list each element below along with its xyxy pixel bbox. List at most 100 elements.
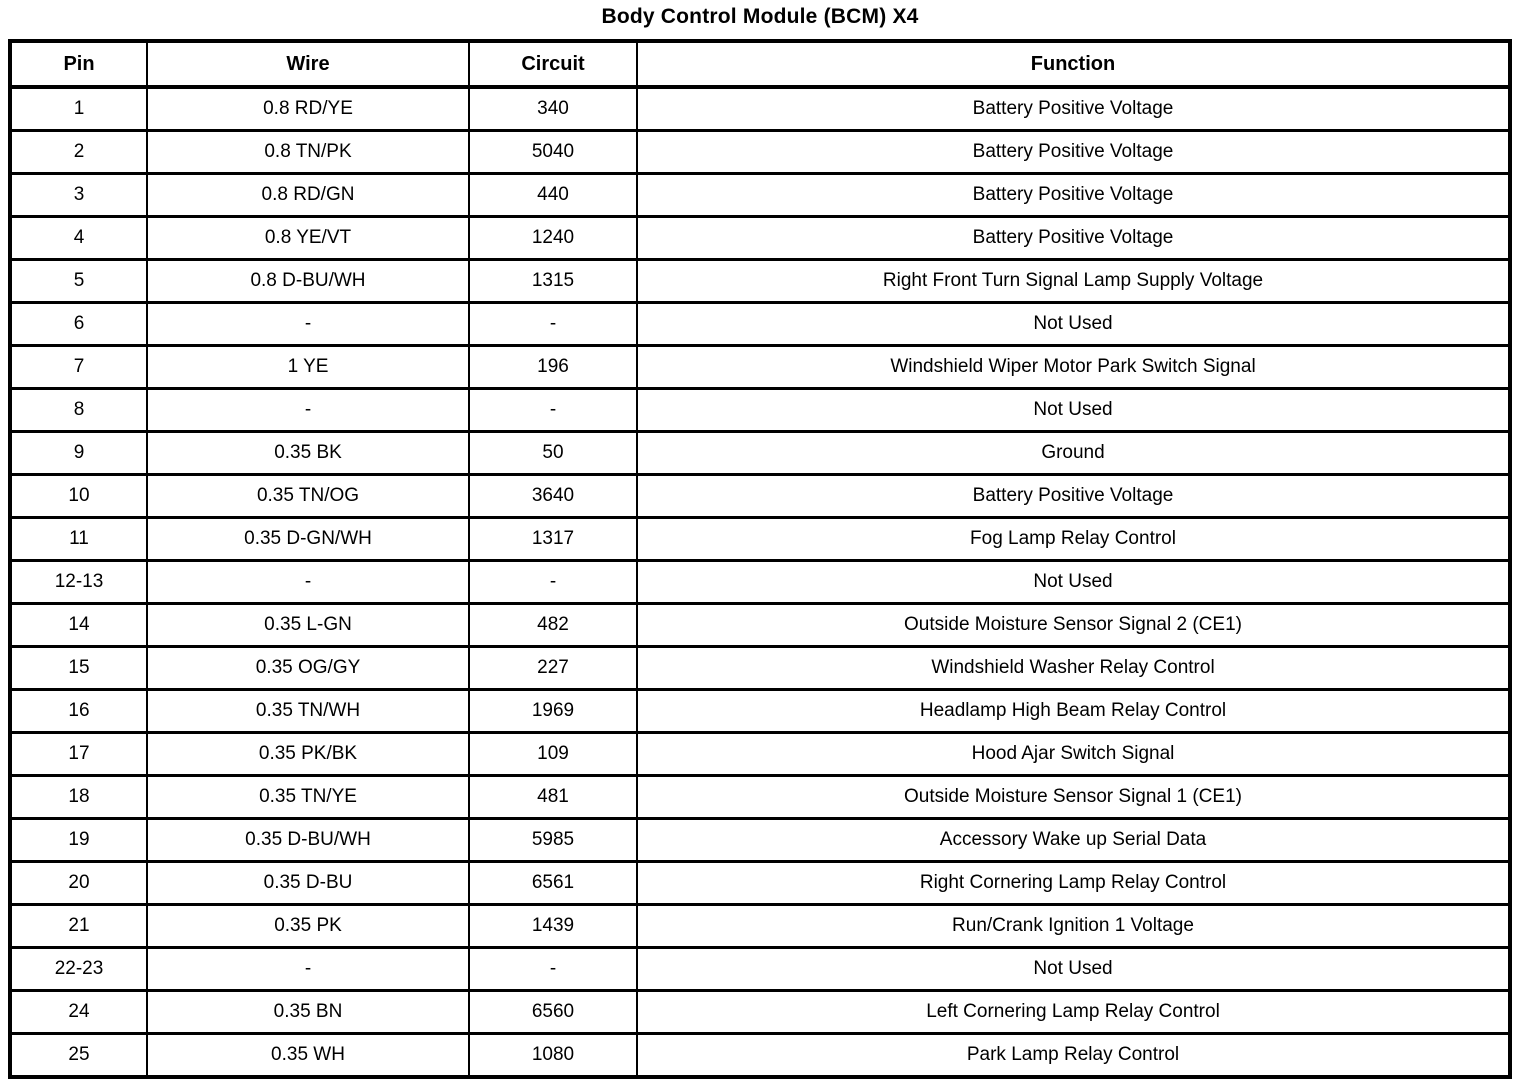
table-header: Pin Wire Circuit Function: [9, 39, 1511, 89]
table-row: 3 0.8 RD/GN 440 Battery Positive Voltage: [9, 172, 1511, 218]
cell-function: Right Front Turn Signal Lamp Supply Volt…: [636, 258, 1511, 304]
cell-circuit: 6561: [468, 860, 638, 906]
cell-wire: -: [146, 946, 470, 992]
cell-circuit: 440: [468, 172, 638, 218]
cell-function: Headlamp High Beam Relay Control: [636, 688, 1511, 734]
cell-wire: 1 YE: [146, 344, 470, 390]
cell-function: Battery Positive Voltage: [636, 215, 1511, 261]
cell-circuit: 1080: [468, 1032, 638, 1079]
cell-pin: 8: [9, 387, 148, 433]
cell-wire: -: [146, 559, 470, 605]
table-row: 4 0.8 YE/VT 1240 Battery Positive Voltage: [9, 215, 1511, 261]
cell-wire: 0.35 D-GN/WH: [146, 516, 470, 562]
cell-circuit: -: [468, 559, 638, 605]
cell-circuit: 227: [468, 645, 638, 691]
table-row: 5 0.8 D-BU/WH 1315 Right Front Turn Signal …: [9, 258, 1511, 304]
cell-wire: 0.8 YE/VT: [146, 215, 470, 261]
table-row: 17 0.35 PK/BK 109 Hood Ajar Switch Signal: [9, 731, 1511, 777]
cell-circuit: 1969: [468, 688, 638, 734]
cell-function: Run/Crank Ignition 1 Voltage: [636, 903, 1511, 949]
cell-wire: 0.35 PK/BK: [146, 731, 470, 777]
cell-wire: 0.35 OG/GY: [146, 645, 470, 691]
table-row: 14 0.35 L-GN 482 Outside Moisture Sensor Si…: [9, 602, 1511, 648]
cell-wire: 0.8 RD/YE: [146, 85, 470, 132]
table-row: 2 0.8 TN/PK 5040 Battery Positive Voltage: [9, 129, 1511, 175]
cell-circuit: 482: [468, 602, 638, 648]
cell-pin: 14: [9, 602, 148, 648]
cell-wire: 0.35 TN/WH: [146, 688, 470, 734]
cell-pin: 15: [9, 645, 148, 691]
table-body: 1 0.8 RD/YE 340 Battery Positive Voltage 2 0.…: [9, 85, 1511, 1079]
cell-function: Left Cornering Lamp Relay Control: [636, 989, 1511, 1035]
cell-wire: 0.35 TN/YE: [146, 774, 470, 820]
cell-circuit: 50: [468, 430, 638, 476]
cell-wire: 0.8 RD/GN: [146, 172, 470, 218]
cell-wire: -: [146, 387, 470, 433]
cell-wire: 0.35 D-BU: [146, 860, 470, 906]
cell-function: Not Used: [636, 559, 1511, 605]
cell-function: Fog Lamp Relay Control: [636, 516, 1511, 562]
cell-circuit: 340: [468, 85, 638, 132]
cell-wire: 0.8 TN/PK: [146, 129, 470, 175]
cell-wire: 0.35 BN: [146, 989, 470, 1035]
cell-function: Windshield Washer Relay Control: [636, 645, 1511, 691]
table-row: 25 0.35 WH 1080 Park Lamp Relay Control: [9, 1032, 1511, 1079]
cell-wire: 0.35 D-BU/WH: [146, 817, 470, 863]
table-row: 1 0.8 RD/YE 340 Battery Positive Voltage: [9, 85, 1511, 132]
column-header-pin: Pin: [9, 39, 148, 89]
cell-function: Not Used: [636, 301, 1511, 347]
cell-circuit: 109: [468, 731, 638, 777]
cell-circuit: 5040: [468, 129, 638, 175]
cell-circuit: 196: [468, 344, 638, 390]
table-row: 24 0.35 BN 6560 Left Cornering Lamp Relay C…: [9, 989, 1511, 1035]
cell-pin: 16: [9, 688, 148, 734]
cell-function: Right Cornering Lamp Relay Control: [636, 860, 1511, 906]
cell-function: Outside Moisture Sensor Signal 2 (CE1): [636, 602, 1511, 648]
table-row: 18 0.35 TN/YE 481 Outside Moisture Sensor S…: [9, 774, 1511, 820]
cell-function: Park Lamp Relay Control: [636, 1032, 1511, 1079]
cell-pin: 12-13: [9, 559, 148, 605]
table-row: 10 0.35 TN/OG 3640 Battery Positive Voltage: [9, 473, 1511, 519]
table-row: 22-23- - Not Used: [9, 946, 1511, 992]
cell-function: Battery Positive Voltage: [636, 473, 1511, 519]
cell-pin: 19: [9, 817, 148, 863]
cell-wire: 0.35 TN/OG: [146, 473, 470, 519]
header-row: Pin Wire Circuit Function: [9, 39, 1511, 89]
cell-circuit: -: [468, 387, 638, 433]
cell-pin: 9: [9, 430, 148, 476]
cell-function: Not Used: [636, 946, 1511, 992]
cell-pin: 22-23: [9, 946, 148, 992]
cell-pin: 20: [9, 860, 148, 906]
table-row: 15 0.35 OG/GY 227 Windshield Washer Relay C…: [9, 645, 1511, 691]
cell-pin: 24: [9, 989, 148, 1035]
cell-pin: 7: [9, 344, 148, 390]
cell-circuit: 481: [468, 774, 638, 820]
cell-function: Battery Positive Voltage: [636, 85, 1511, 132]
cell-pin: 17: [9, 731, 148, 777]
cell-function: Battery Positive Voltage: [636, 129, 1511, 175]
cell-circuit: 1315: [468, 258, 638, 304]
table-row: 11 0.35 D-GN/WH 1317 Fog Lamp Relay Control: [9, 516, 1511, 562]
cell-circuit: -: [468, 946, 638, 992]
table-row: 19 0.35 D-BU/WH 5985 Accessory Wake up Seri…: [9, 817, 1511, 863]
cell-pin: 18: [9, 774, 148, 820]
cell-function: Hood Ajar Switch Signal: [636, 731, 1511, 777]
cell-pin: 1: [9, 85, 148, 132]
table-row: 21 0.35 PK 1439 Run/Crank Ignition 1 Voltag…: [9, 903, 1511, 949]
cell-wire: 0.35 BK: [146, 430, 470, 476]
cell-pin: 10: [9, 473, 148, 519]
column-header-wire: Wire: [146, 39, 470, 89]
cell-circuit: 6560: [468, 989, 638, 1035]
cell-circuit: 1439: [468, 903, 638, 949]
cell-function: Accessory Wake up Serial Data: [636, 817, 1511, 863]
cell-circuit: 1240: [468, 215, 638, 261]
cell-circuit: 3640: [468, 473, 638, 519]
column-header-function: Function: [636, 39, 1511, 89]
table-row: 9 0.35 BK 50 Ground: [9, 430, 1511, 476]
column-header-circuit: Circuit: [468, 39, 638, 89]
table-row: 20 0.35 D-BU 6561 Right Cornering Lamp Rela…: [9, 860, 1511, 906]
cell-pin: 3: [9, 172, 148, 218]
cell-pin: 4: [9, 215, 148, 261]
table-row: 6- - Not Used: [9, 301, 1511, 347]
